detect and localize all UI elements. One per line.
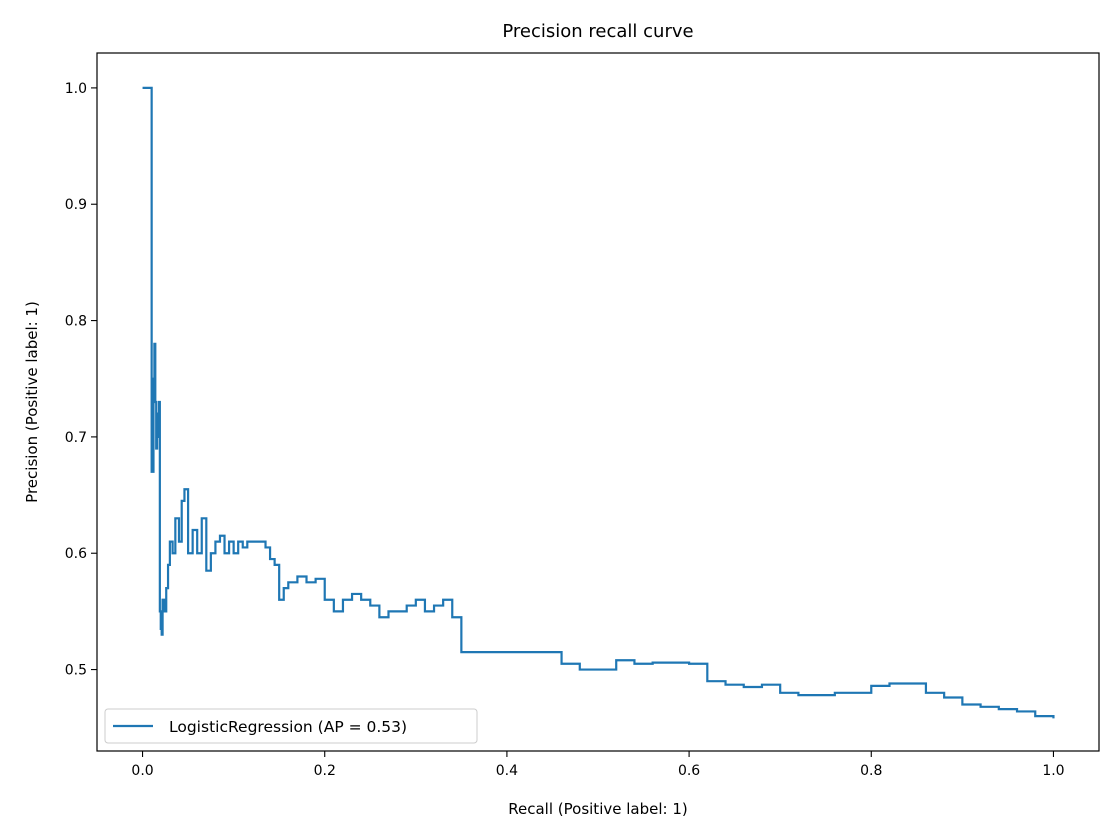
y-axis: 0.5 0.6 0.7 0.8 0.9 1.0 xyxy=(65,81,97,679)
x-axis-label: Recall (Positive label: 1) xyxy=(508,800,687,818)
y-axis-label: Precision (Positive label: 1) xyxy=(23,301,41,503)
y-tick-label: 0.5 xyxy=(65,663,87,679)
y-tick-label: 0.6 xyxy=(65,546,87,562)
x-tick-label: 0.2 xyxy=(314,763,336,779)
legend-box xyxy=(104,708,478,744)
plot-area xyxy=(142,86,1055,719)
y-tick-label: 0.7 xyxy=(65,430,87,446)
legend: LogisticRegression (AP = 0.53) xyxy=(104,708,478,744)
series-line-0 xyxy=(142,86,1055,719)
x-tick-label: 1.0 xyxy=(1042,763,1064,779)
y-tick-label: 0.8 xyxy=(65,314,87,330)
x-axis: 0.0 0.2 0.4 0.6 0.8 1.0 xyxy=(131,751,1065,779)
x-tick-label: 0.4 xyxy=(496,763,518,779)
chart-title: Precision recall curve xyxy=(502,21,693,42)
x-tick-label: 0.6 xyxy=(678,763,700,779)
y-tick-label: 0.9 xyxy=(65,197,87,213)
y-tick-label: 1.0 xyxy=(65,81,87,97)
legend-entry-label: LogisticRegression (AP = 0.53) xyxy=(169,718,407,736)
x-tick-label: 0.0 xyxy=(131,763,153,779)
x-tick-label: 0.8 xyxy=(860,763,882,779)
axes-frame xyxy=(96,52,1100,752)
